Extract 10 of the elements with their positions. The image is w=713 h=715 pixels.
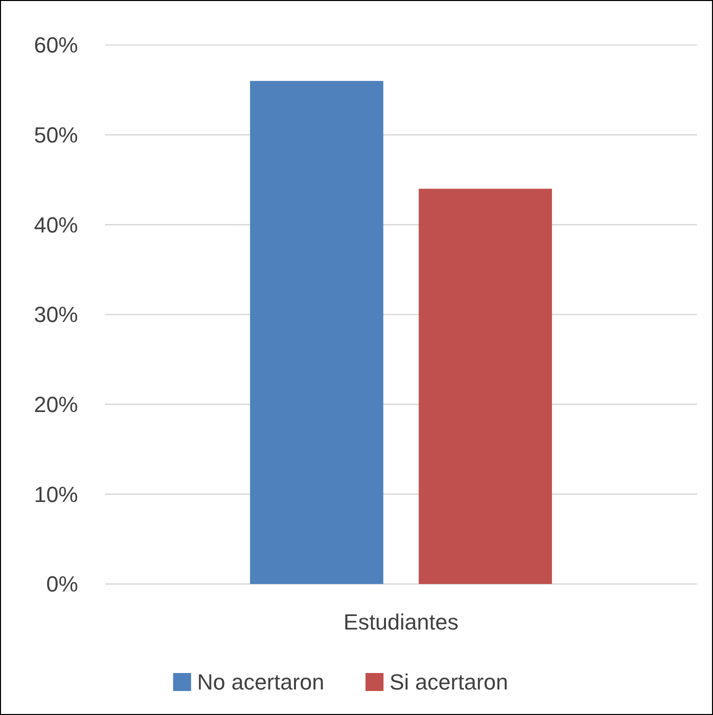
y-tick-label: 10% [34,482,78,507]
legend-label: Si acertaron [390,670,508,695]
y-tick-label: 0% [46,572,78,597]
y-tick-label: 20% [34,392,78,418]
y-tick-label: 60% [34,32,78,58]
y-tick-label: 40% [34,212,78,238]
y-tick-label: 30% [34,302,78,328]
y-tick-label: 50% [34,122,78,148]
x-tick-label: Estudiantes [344,610,458,635]
legend-label: No acertaron [197,670,324,695]
